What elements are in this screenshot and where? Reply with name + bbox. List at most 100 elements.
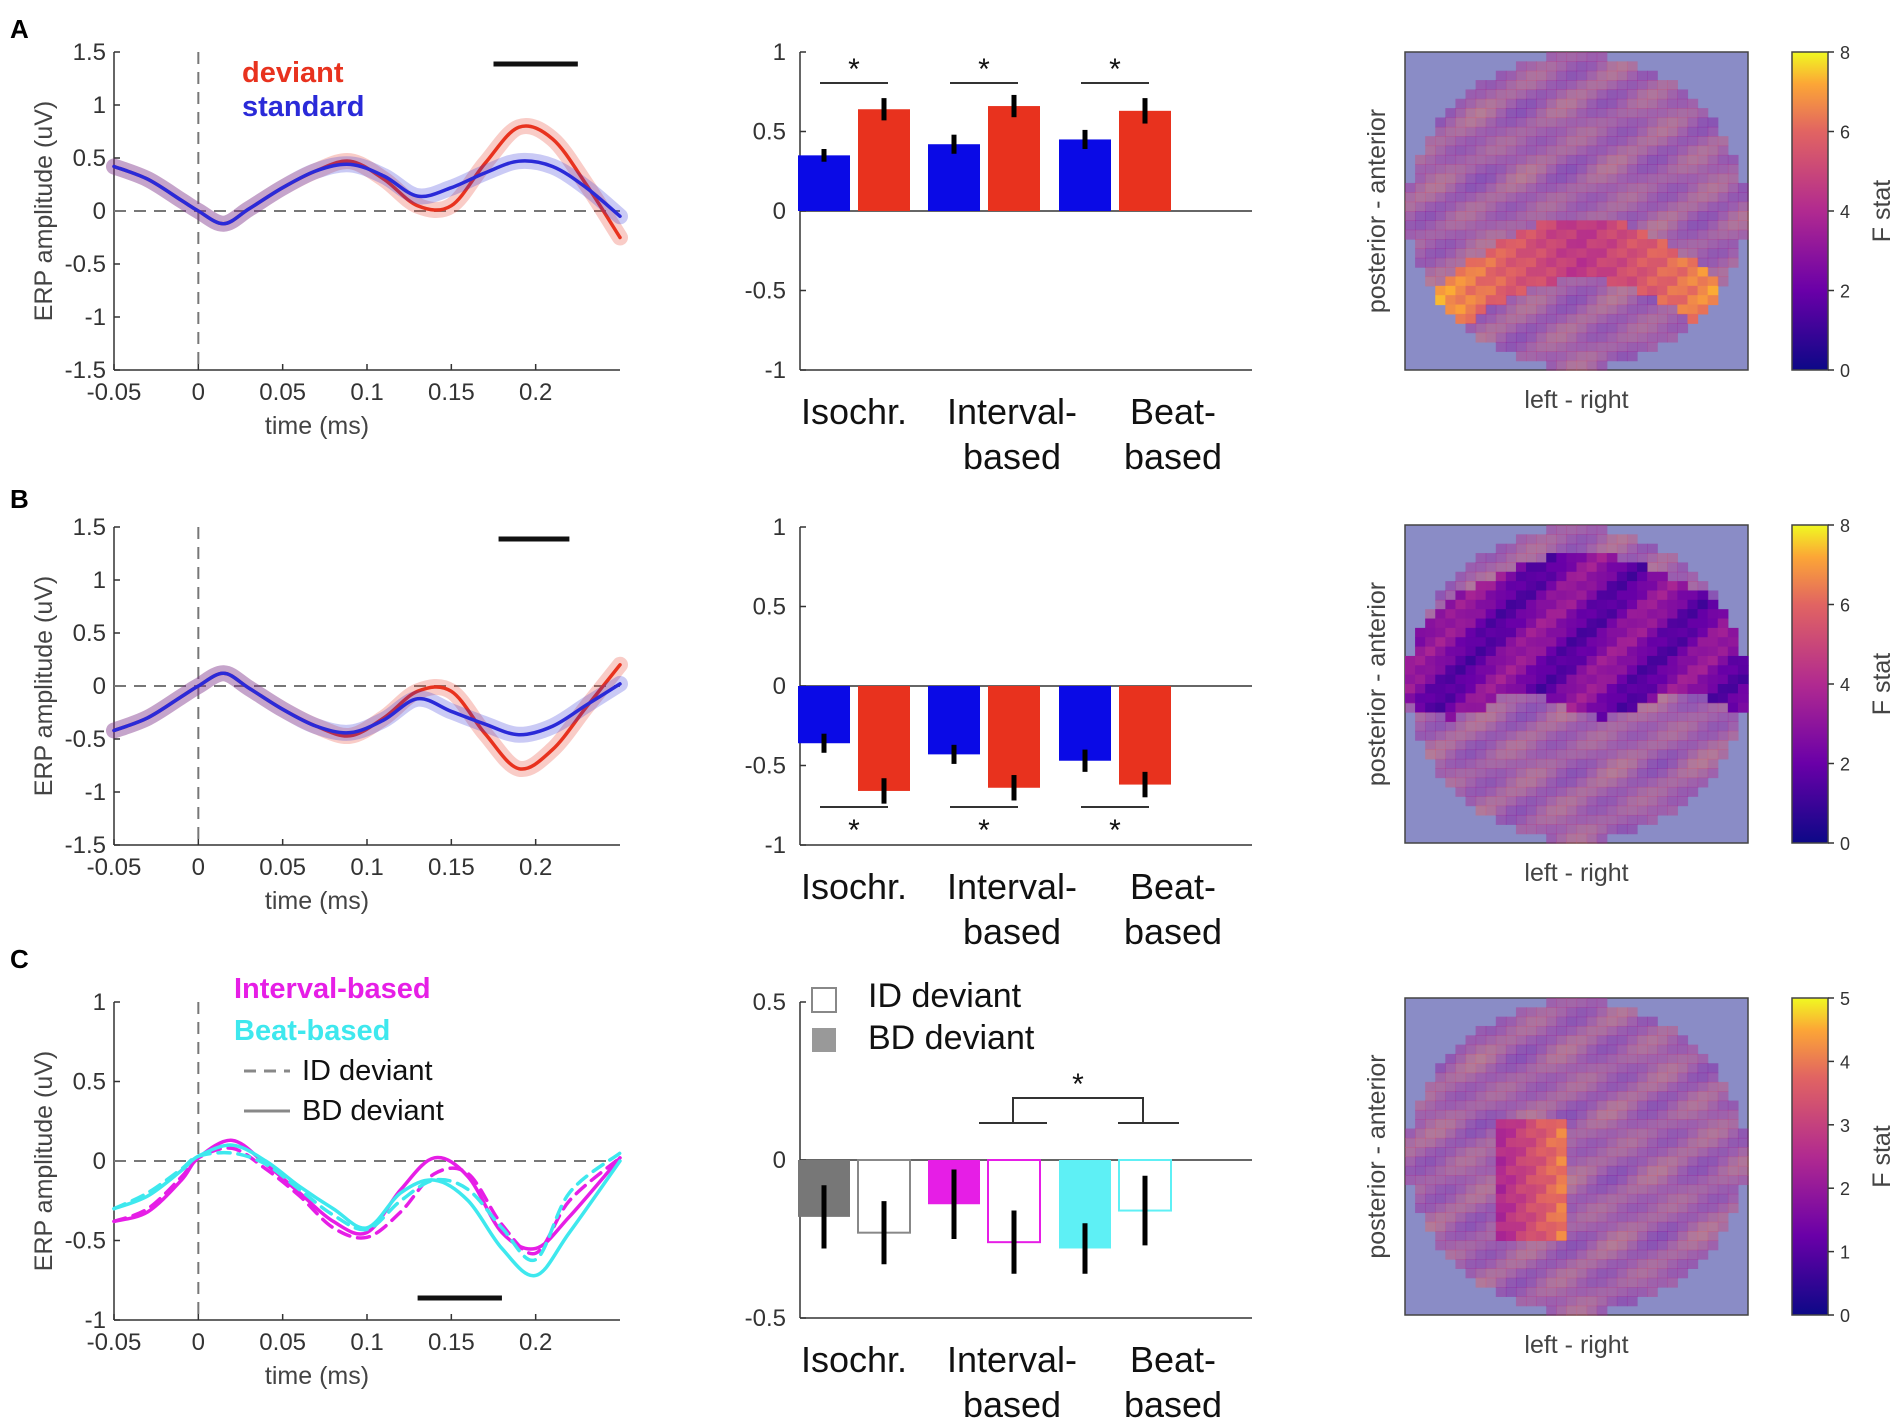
- topo-cell: [1637, 1063, 1648, 1074]
- topo-cell: [1677, 758, 1689, 769]
- topo-cell: [1485, 1212, 1497, 1223]
- topo-cell: [1616, 304, 1628, 315]
- topo-cell: [1465, 267, 1477, 278]
- topo-cell: [1556, 824, 1568, 835]
- topo-cell: [1677, 257, 1689, 268]
- topo-cell: [1606, 154, 1618, 165]
- topo-cell: [1455, 1137, 1467, 1148]
- topo-cell: [1546, 341, 1557, 352]
- topo-cell: [1526, 590, 1537, 601]
- topo-cell: [1445, 285, 1457, 296]
- topo-cell: [1445, 145, 1457, 156]
- topo-cell: [1445, 117, 1457, 128]
- topo-cell: [1576, 1147, 1588, 1158]
- topo-cell: [1586, 814, 1598, 825]
- topo-cell: [1647, 758, 1658, 769]
- topo-cell: [1647, 332, 1658, 343]
- topo-cell: [1445, 257, 1457, 268]
- topo-cell: [1425, 248, 1436, 259]
- topo-cell: [1526, 599, 1537, 610]
- topo-cell: [1667, 173, 1678, 184]
- topo-cell: [1677, 562, 1689, 573]
- topo-cell: [1425, 276, 1436, 287]
- topo-cell: [1505, 553, 1517, 564]
- topo-cell: [1495, 89, 1507, 100]
- topo-cell: [1445, 1212, 1457, 1223]
- colorbar-tick-label: 0: [1840, 1306, 1850, 1326]
- topo-cell: [1505, 1044, 1517, 1055]
- topo-cell: [1546, 571, 1557, 582]
- topo-cell: [1697, 1137, 1709, 1148]
- topo-cell: [1677, 248, 1689, 259]
- topo-cell: [1637, 1156, 1648, 1167]
- topo-cell: [1637, 304, 1648, 315]
- topo-cell: [1707, 646, 1719, 657]
- topo-cell: [1707, 609, 1719, 620]
- topo-cell: [1637, 1109, 1648, 1120]
- topo-cell: [1687, 145, 1699, 156]
- x-tick-label: 0.1: [350, 854, 383, 881]
- topo-cell: [1667, 1081, 1678, 1092]
- topo-cell: [1526, 248, 1537, 259]
- topo-cell: [1445, 693, 1457, 704]
- topo-cell: [1495, 1193, 1507, 1204]
- topo-cell: [1667, 1147, 1678, 1158]
- topo-cell: [1586, 1175, 1598, 1186]
- topo-cell: [1586, 562, 1598, 573]
- topo-cell: [1485, 1184, 1497, 1195]
- topo-cell: [1596, 1221, 1608, 1232]
- topo-cell: [1415, 665, 1426, 676]
- topo-cell: [1526, 655, 1537, 666]
- topo-cell: [1556, 702, 1568, 713]
- topo-cell: [1485, 136, 1497, 147]
- y-tick-label: 1.5: [73, 514, 106, 541]
- topo-cell: [1505, 1109, 1517, 1120]
- topo-cell: [1626, 749, 1638, 760]
- topo-cell: [1697, 768, 1709, 779]
- topo-cell: [1475, 786, 1487, 797]
- topo-cell: [1707, 1175, 1719, 1186]
- topo-cell: [1677, 154, 1689, 165]
- topo-cell: [1465, 276, 1477, 287]
- topo-cell: [1546, 108, 1557, 119]
- topo-cell: [1546, 590, 1557, 601]
- topo-cell: [1677, 98, 1689, 109]
- topo-cell: [1576, 543, 1588, 554]
- topo-cell: [1526, 777, 1537, 788]
- topo-cell: [1485, 674, 1497, 685]
- topo-cell: [1425, 1091, 1436, 1102]
- topo-cell: [1515, 637, 1527, 648]
- topo-cell: [1576, 674, 1588, 685]
- topo-cell: [1576, 581, 1588, 592]
- topo-cell: [1626, 164, 1638, 175]
- topo-cell: [1616, 80, 1628, 91]
- topo-cell: [1526, 768, 1537, 779]
- topo-cell: [1485, 1100, 1497, 1111]
- topo-cell: [1475, 618, 1487, 629]
- topo-cell: [1556, 1305, 1568, 1316]
- topo-cell: [1405, 220, 1416, 231]
- bar-standard: [1059, 139, 1111, 211]
- topo-cell: [1515, 89, 1527, 100]
- topo-cell: [1586, 599, 1598, 610]
- topo-cell: [1576, 1296, 1588, 1307]
- y-tick-label: -1: [85, 1307, 106, 1334]
- topo-cell: [1425, 1203, 1436, 1214]
- y-tick-label: 1: [773, 39, 786, 66]
- topo-cell: [1546, 1128, 1557, 1139]
- topo-cell: [1546, 136, 1557, 147]
- colorbar: [1791, 524, 1829, 844]
- topo-cell: [1657, 684, 1668, 694]
- topo-cell: [1667, 590, 1678, 601]
- topo-cell: [1526, 192, 1537, 203]
- topo-cell: [1576, 637, 1588, 648]
- topo-cell: [1727, 1156, 1739, 1167]
- topo-cell: [1566, 553, 1578, 564]
- topo-cell: [1657, 777, 1668, 788]
- topo-cell: [1515, 332, 1527, 343]
- topo-cell: [1536, 599, 1547, 610]
- topo-cell: [1697, 117, 1709, 128]
- topo-cell: [1465, 702, 1477, 713]
- topo-cell: [1536, 543, 1547, 554]
- topo-cell: [1717, 1165, 1729, 1176]
